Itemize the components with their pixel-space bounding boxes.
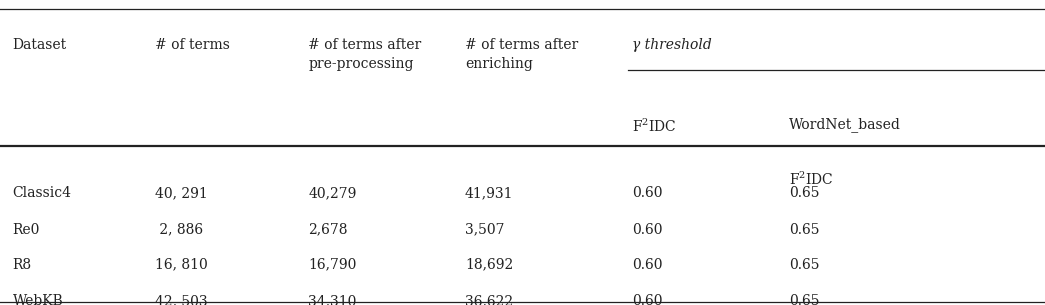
Text: 40,279: 40,279 [308,186,356,200]
Text: 0.60: 0.60 [632,294,663,305]
Text: # of terms: # of terms [155,38,230,52]
Text: 0.60: 0.60 [632,223,663,237]
Text: Re0: Re0 [13,223,40,237]
Text: Classic4: Classic4 [13,186,71,200]
Text: 0.65: 0.65 [789,294,819,305]
Text: 34,310: 34,310 [308,294,356,305]
Text: γ threshold: γ threshold [632,38,712,52]
Text: 0.60: 0.60 [632,258,663,272]
Text: 41,931: 41,931 [465,186,513,200]
Text: 18,692: 18,692 [465,258,513,272]
Text: 36,622: 36,622 [465,294,513,305]
Text: 2,678: 2,678 [308,223,348,237]
Text: 42, 503: 42, 503 [155,294,207,305]
Text: 16,790: 16,790 [308,258,356,272]
Text: 2, 886: 2, 886 [155,223,203,237]
Text: WordNet_based: WordNet_based [789,117,901,132]
Text: 16, 810: 16, 810 [155,258,207,272]
Text: 3,507: 3,507 [465,223,505,237]
Text: # of terms after
pre-processing: # of terms after pre-processing [308,38,421,71]
Text: 0.65: 0.65 [789,223,819,237]
Text: 0.65: 0.65 [789,258,819,272]
Text: # of terms after
enriching: # of terms after enriching [465,38,578,71]
Text: WebKB: WebKB [13,294,64,305]
Text: R8: R8 [13,258,31,272]
Text: $\mathregular{F}^{\mathregular{2}}\mathregular{IDC}$: $\mathregular{F}^{\mathregular{2}}\mathr… [632,117,677,135]
Text: 0.65: 0.65 [789,186,819,200]
Text: Dataset: Dataset [13,38,67,52]
Text: 0.60: 0.60 [632,186,663,200]
Text: $\mathregular{F}^{\mathregular{2}}\mathregular{IDC}$: $\mathregular{F}^{\mathregular{2}}\mathr… [789,171,834,188]
Text: 40, 291: 40, 291 [155,186,207,200]
